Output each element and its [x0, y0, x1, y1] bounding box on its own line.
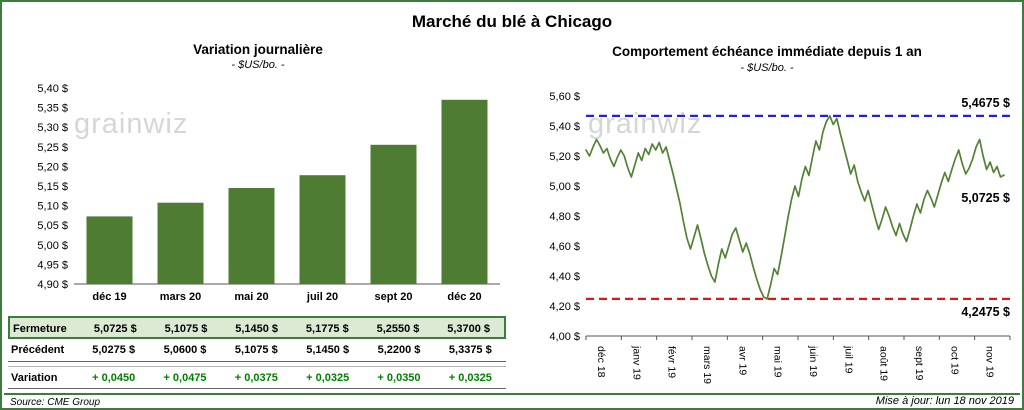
table-row-fermeture: Fermeture 5,0725 $ 5,1075 $ 5,1450 $ 5,1… [8, 316, 506, 339]
y-axis-tick-label: 4,80 $ [549, 211, 580, 223]
line-chart-title: Comportement échéance immédiate depuis 1… [612, 44, 922, 59]
x-axis-month-label: oct 19 [948, 346, 960, 375]
table-cell: + 0,0375 [234, 372, 278, 384]
y-axis-tick-label: 5,60 $ [549, 91, 580, 103]
row-label: Variation [11, 372, 58, 384]
table-cell: + 0,0450 [92, 372, 136, 384]
year-low-label: 4,2475 $ [961, 305, 1010, 319]
table-cell: + 0,0350 [377, 372, 421, 384]
x-axis-category-label: mars 20 [160, 291, 202, 303]
y-axis-tick-label: 5,35 $ [37, 103, 68, 115]
table-row-precedent: Précédent 5,0275 $ 5,0600 $ 5,1075 $ 5,1… [8, 339, 506, 362]
table-row-variation: Variation + 0,0450 + 0,0475 + 0,0375 + 0… [8, 366, 506, 389]
updated-note: Mise à jour: lun 18 nov 2019 [875, 395, 1014, 407]
x-axis-category-label: juil 20 [306, 291, 338, 303]
table-cell: 5,1775 $ [305, 323, 349, 335]
x-axis-month-label: nov 19 [984, 346, 996, 378]
x-axis-month-label: mars 19 [701, 346, 713, 384]
y-axis-tick-label: 5,10 $ [37, 201, 68, 213]
x-axis-month-label: févr 19 [666, 346, 678, 378]
last-price-label: 5,0725 $ [961, 191, 1010, 205]
x-axis-month-label: juil 19 [842, 345, 854, 374]
x-axis-month-label: janv 19 [630, 345, 642, 380]
x-axis-category-label: mai 20 [234, 291, 268, 303]
x-axis-month-label: juin 19 [807, 345, 819, 377]
bar-chart-subtitle: - $US/bo. - [231, 59, 285, 71]
x-axis-month-label: sept 19 [913, 346, 925, 381]
y-axis-tick-label: 5,00 $ [549, 181, 580, 193]
y-axis-tick-label: 4,95 $ [37, 259, 68, 271]
bar-mai 20 [228, 188, 275, 284]
x-axis-month-label: avr 19 [736, 346, 748, 375]
table-cell: 5,0275 $ [92, 344, 136, 356]
y-axis-tick-label: 4,60 $ [549, 241, 580, 253]
y-axis-tick-label: 4,00 $ [549, 331, 580, 343]
table-cell: 5,2200 $ [377, 344, 421, 356]
source-note: Source: CME Group [10, 397, 101, 408]
table-cell: 5,1450 $ [235, 323, 279, 335]
table-cell: 5,0600 $ [163, 344, 207, 356]
daily-variation-bar-chart: 5,40 $ 5,35 $ 5,30 $ 5,25 $ 5,20 $ 5,15 $ 5,10… [37, 83, 500, 303]
price-table: Fermeture 5,0725 $ 5,1075 $ 5,1450 $ 5,1… [8, 316, 506, 389]
bar-déc 19 [86, 216, 133, 284]
y-axis-tick-label: 5,20 $ [549, 151, 580, 163]
year-high-label: 5,4675 $ [961, 96, 1010, 110]
footer-divider [4, 393, 1020, 395]
x-axis-category-label: sept 20 [375, 291, 413, 303]
table-cell: 5,2550 $ [376, 323, 420, 335]
bar-déc 20 [441, 99, 488, 284]
page-title: Marché du blé à Chicago [411, 12, 613, 31]
bar-mars 20 [157, 202, 204, 284]
bar-juil 20 [299, 175, 346, 284]
table-cell: 5,1075 $ [164, 323, 208, 335]
table-cell: + 0,0325 [448, 372, 492, 384]
table-cell: 5,1450 $ [306, 344, 350, 356]
y-axis-tick-label: 5,30 $ [37, 122, 68, 134]
y-axis-tick-label: 5,20 $ [37, 161, 68, 173]
x-axis-category-label: déc 19 [92, 291, 126, 303]
x-axis-month-label: août 19 [878, 346, 890, 381]
y-axis-tick-label: 5,40 $ [549, 121, 580, 133]
y-axis-tick-label: 4,90 $ [37, 279, 68, 291]
bar-sept 20 [370, 144, 417, 284]
y-axis-tick-label: 5,15 $ [37, 181, 68, 193]
x-axis-month-label: déc 18 [595, 346, 607, 378]
table-cell: 5,0725 $ [93, 323, 137, 335]
bar-chart-title: Variation journalière [193, 42, 323, 57]
table-cell: + 0,0475 [163, 372, 207, 384]
table-cell: + 0,0325 [306, 372, 350, 384]
front-month-line-chart: 5,60 $ 5,40 $ 5,20 $ 5,00 $ 4,80 $ 4,60 $ 4,40… [549, 91, 1011, 384]
price-line [585, 115, 1005, 300]
table-cell: 5,1075 $ [234, 344, 278, 356]
table-cell: 5,3700 $ [447, 323, 491, 335]
y-axis-tick-label: 4,40 $ [549, 271, 580, 283]
x-axis-month-label: mai 19 [772, 346, 784, 378]
y-axis-tick-label: 5,00 $ [37, 240, 68, 252]
x-axis-category-label: déc 20 [447, 291, 481, 303]
y-axis-tick-label: 4,20 $ [549, 301, 580, 313]
y-axis-tick-label: 5,25 $ [37, 142, 68, 154]
y-axis-tick-label: 5,40 $ [37, 83, 68, 95]
line-chart-subtitle: - $US/bo. - [740, 62, 794, 74]
row-label: Fermeture [13, 323, 67, 335]
table-cell: 5,3375 $ [448, 344, 492, 356]
y-axis-tick-label: 5,05 $ [37, 220, 68, 232]
row-label: Précédent [11, 344, 65, 356]
